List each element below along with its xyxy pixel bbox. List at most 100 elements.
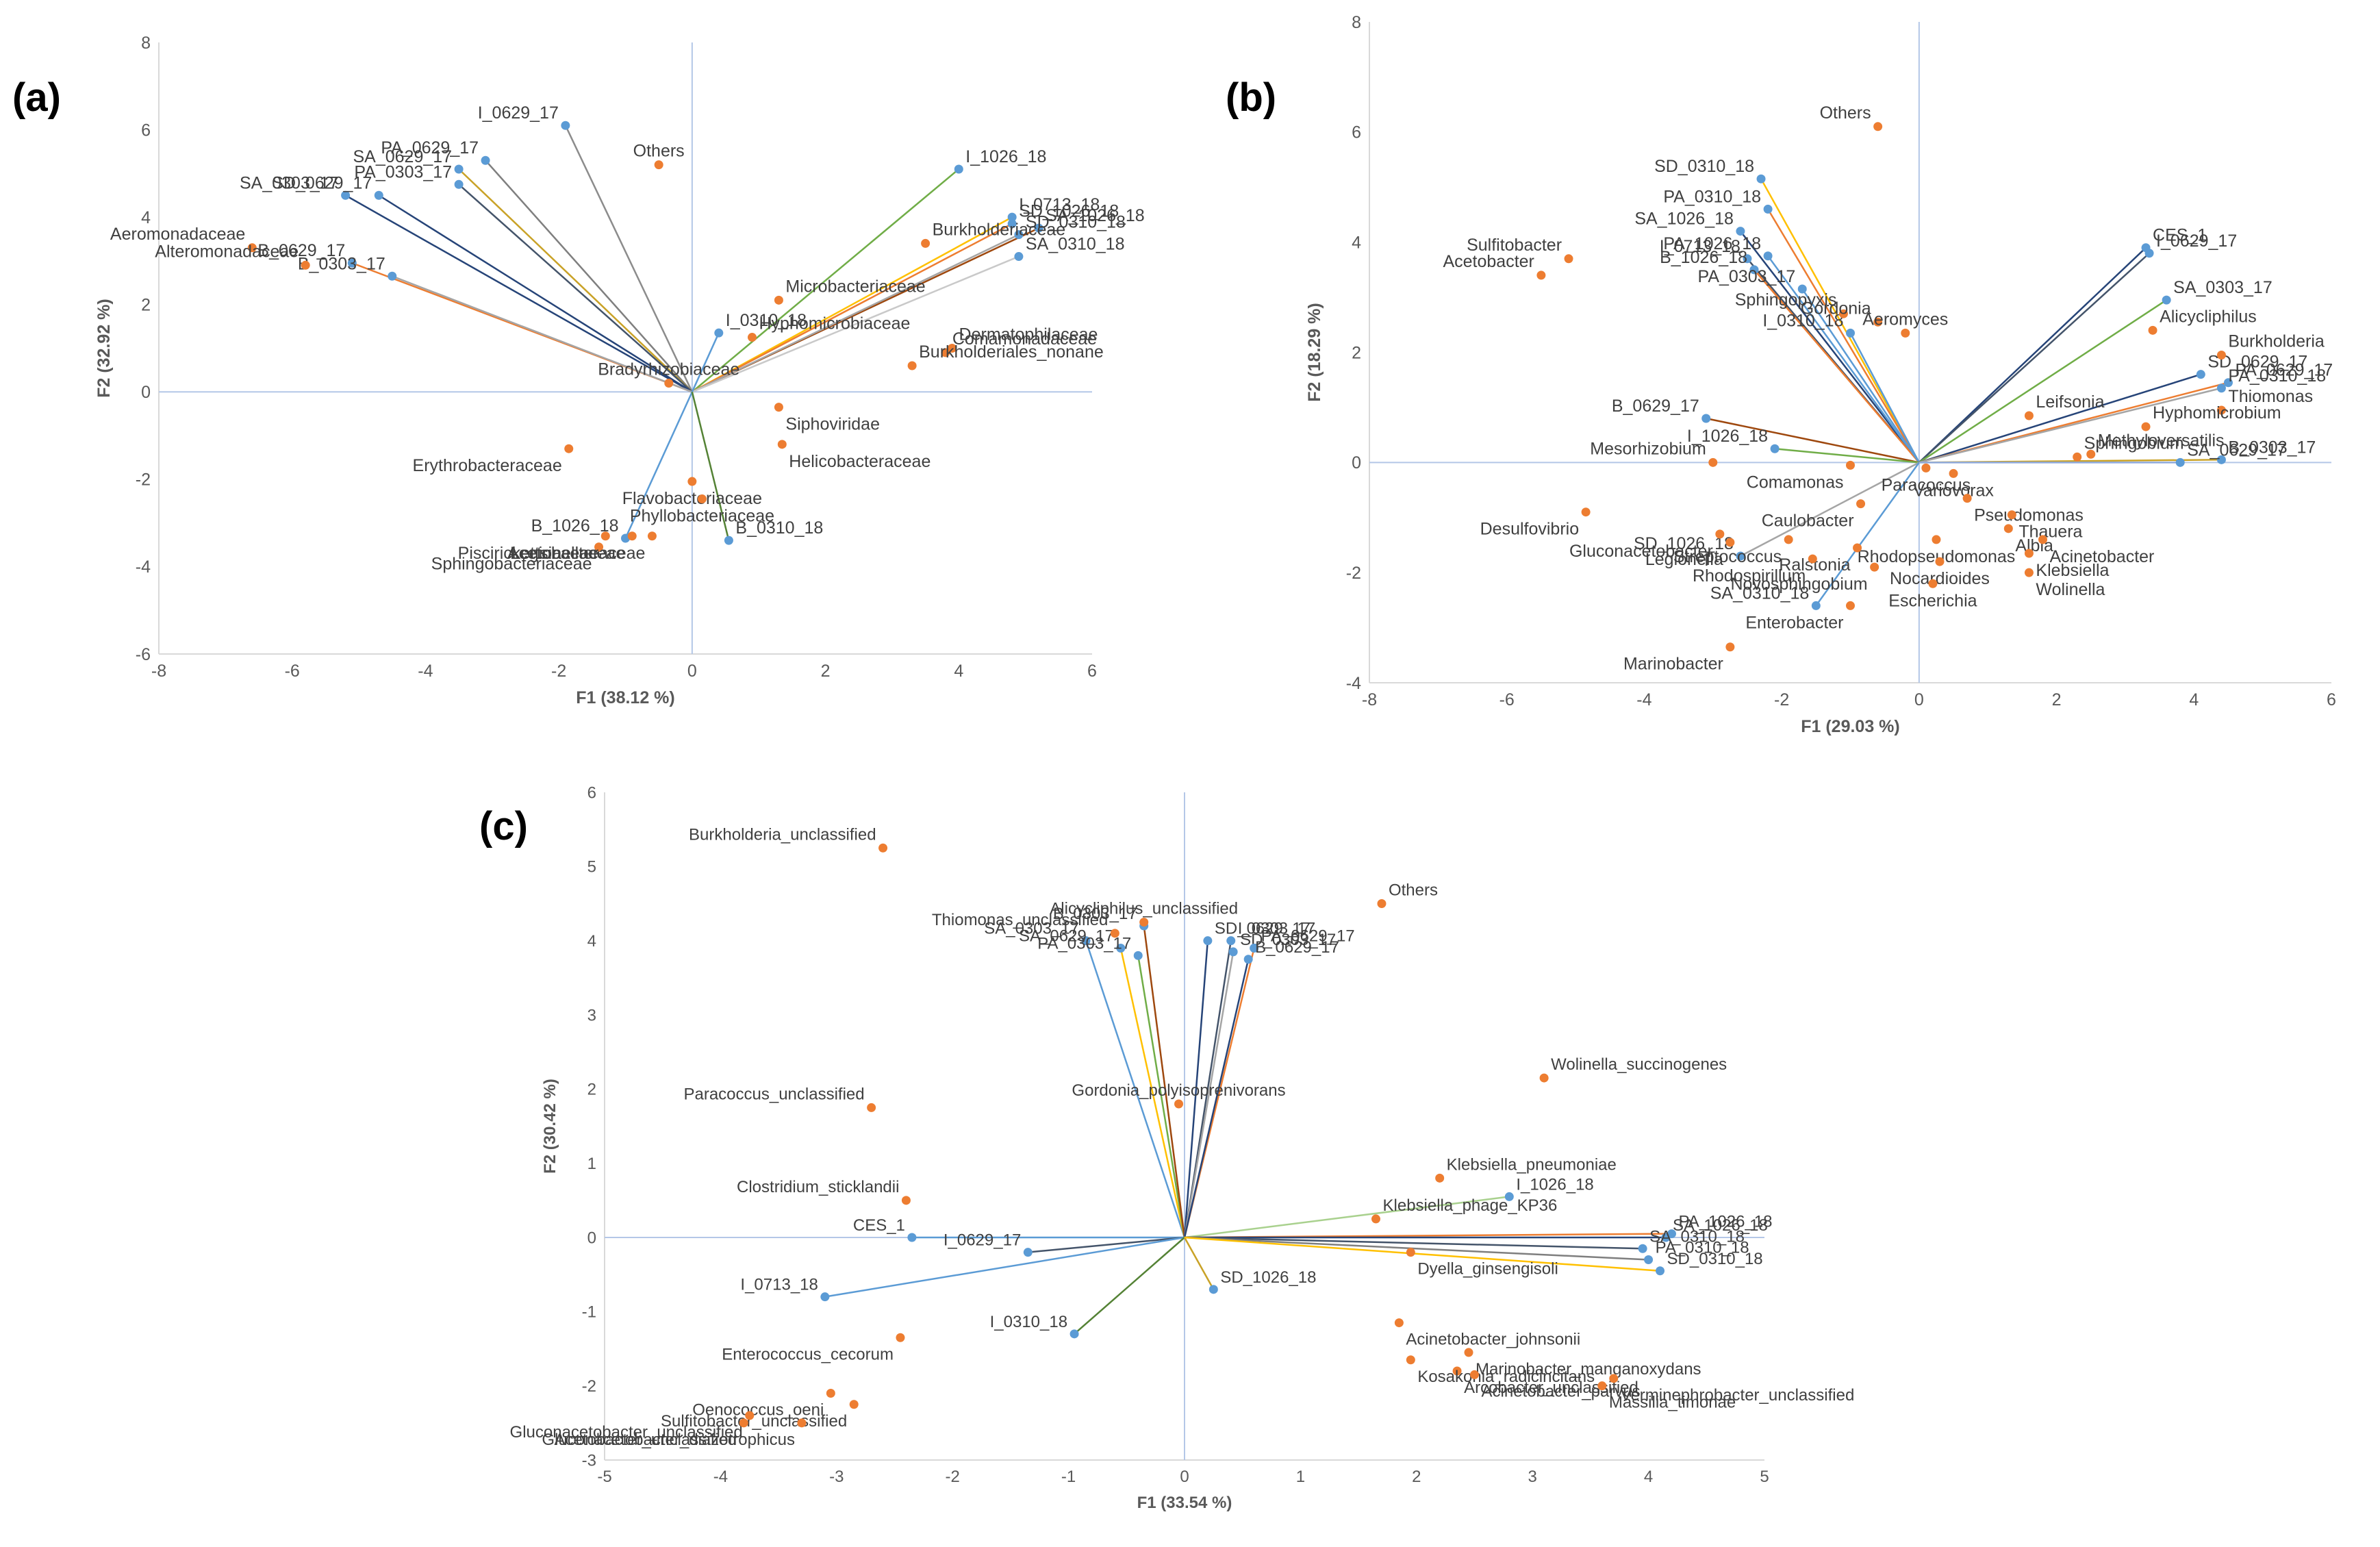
chart-1-sample-vector bbox=[1754, 269, 1920, 464]
chart-0-variable-point bbox=[921, 238, 931, 248]
chart-1-variable-label: Enterobacter bbox=[1745, 613, 1843, 632]
chart-0-sample-label: I_0629_17 bbox=[478, 103, 559, 123]
chart-2-sample-vector bbox=[1143, 925, 1186, 1238]
chart-1-variable-point bbox=[1784, 535, 1793, 544]
chart-0-variable-label: Legionellaceae bbox=[510, 544, 625, 563]
chart-0-variable-label: Sphingobacteriaceae bbox=[431, 555, 592, 574]
chart-1-sample-point bbox=[1763, 204, 1773, 214]
chart-2-y-tick-label: 2 bbox=[587, 1081, 596, 1099]
chart-0-variable-point bbox=[697, 494, 707, 504]
chart-1-variable-label: Burkholderia bbox=[2228, 332, 2324, 351]
chart-1-y-tick-label: 4 bbox=[1352, 233, 1361, 252]
chart-0-x-tick-label: 0 bbox=[687, 662, 697, 681]
panel-label-c: (c) bbox=[479, 804, 528, 848]
chart-2-variable-label: Paracoccus_unclassified bbox=[683, 1085, 864, 1103]
chart-1-sample-vector bbox=[1706, 417, 1920, 464]
chart-1-variable-label: Variovorax bbox=[1913, 481, 1994, 500]
chart-0-x-tick-label: -2 bbox=[551, 662, 566, 681]
chart-2-sample-point bbox=[1133, 951, 1143, 960]
chart-0-variable-point bbox=[654, 160, 663, 170]
chart-0-sample-point bbox=[561, 121, 570, 130]
chart-0-variable-label: Aeromonadaceae bbox=[110, 225, 245, 244]
chart-1-sample-label: PA_0303_17 bbox=[1698, 267, 1796, 286]
chart-1-sample-vector bbox=[1740, 462, 1920, 557]
chart-2-sample-point bbox=[1208, 1285, 1218, 1294]
chart-2-variable-label: Acinetobacter_johnsonii bbox=[1406, 1331, 1580, 1349]
chart-2-variable-label: Massilia_timonae bbox=[1609, 1394, 1736, 1412]
chart-0-sample-label: SA_0310_18 bbox=[1026, 235, 1125, 254]
chart-2-variable-point bbox=[1609, 1374, 1619, 1383]
chart-2-x-tick-label: 3 bbox=[1528, 1468, 1537, 1486]
chart-1-variable-label: Pseudomonas bbox=[1974, 506, 2084, 525]
chart-1-sample-point bbox=[1736, 227, 1745, 236]
chart-2-sample-vector bbox=[1085, 940, 1186, 1238]
chart-2-sample-label: I_0303_17 bbox=[1238, 920, 1315, 938]
chart-0-variable-label: Acetobacteraceae bbox=[507, 544, 646, 563]
chart-2-variable-label: Marinobacter_manganoxydans bbox=[1476, 1360, 1701, 1379]
chart-0-sample-vector bbox=[692, 216, 1013, 393]
chart-2-sample-vector bbox=[1028, 1236, 1185, 1253]
chart-1-variable-point bbox=[1725, 642, 1735, 652]
chart-0-sample-point bbox=[347, 258, 357, 268]
chart-1-variable-point bbox=[2086, 449, 2096, 459]
chart-1-y-tick-label: -4 bbox=[1346, 674, 1361, 693]
chart-1-x-tick-label: -6 bbox=[1499, 690, 1515, 709]
chart-0-variable-point bbox=[747, 333, 757, 342]
chart-2-y-tick-label: -2 bbox=[582, 1377, 596, 1396]
chart-2-sample-point bbox=[820, 1292, 830, 1302]
chart-0-variable-label: Others bbox=[633, 142, 685, 161]
chart-2-sample-point bbox=[1023, 1248, 1033, 1257]
chart-2-variable-point bbox=[1377, 899, 1387, 908]
chart-0-sample-label: B_0310_18 bbox=[735, 518, 823, 538]
chart-2-sample-point bbox=[1656, 1266, 1665, 1276]
chart-2-variable-point bbox=[1406, 1248, 1415, 1257]
chart-1-sample-label: I_0629_17 bbox=[2156, 231, 2237, 251]
chart-1-sample-label: PA_0310_18 bbox=[1663, 187, 1761, 206]
chart-0-sample-label: PA_0629_17 bbox=[381, 138, 479, 158]
chart-2-x-tick-label: -2 bbox=[946, 1468, 960, 1486]
chart-2-y-tick-label: 1 bbox=[587, 1155, 596, 1173]
chart-1-variable-label: Rhodospirillum bbox=[1693, 566, 1806, 586]
chart-2-variable-label: Acetobacter_unclassified bbox=[554, 1431, 737, 1449]
chart-2-sample-vector bbox=[1119, 948, 1186, 1238]
chart-2-sample-label: B_0303_17 bbox=[1053, 905, 1137, 923]
chart-0-sample-label: B_0629_17 bbox=[257, 241, 345, 260]
chart-0-variable-label: Helicobacteraceae bbox=[789, 452, 931, 471]
chart-0-y-tick-label: -6 bbox=[136, 645, 151, 664]
chart-2-sample-label: I_0713_18 bbox=[740, 1276, 818, 1294]
chart-0-y-tick-label: -2 bbox=[136, 470, 151, 490]
chart-2-variable-point bbox=[1539, 1073, 1549, 1083]
chart-1-variable-point bbox=[1870, 562, 1879, 572]
chart-2-variable-label: Gluconacetobacter_diazotrophicus bbox=[542, 1431, 795, 1449]
chart-2-x-tick-label: -5 bbox=[597, 1468, 611, 1486]
chart-2-variable-label: Wolinella_succinogenes bbox=[1551, 1055, 1727, 1074]
chart-0-sample-label: SD_0629_17 bbox=[272, 173, 372, 192]
chart-2-sample-label: PA_0629_17 bbox=[1261, 927, 1355, 946]
chart-1-x-tick-label: 6 bbox=[2327, 690, 2336, 709]
chart-2-sample-label: SD_0629_17 bbox=[1215, 920, 1311, 938]
chart-0-sample-vector bbox=[485, 160, 693, 393]
chart-2-y-tick-label: 3 bbox=[587, 1006, 596, 1024]
chart-0-variable-label: Siphoviridae bbox=[785, 415, 880, 434]
chart-2-x-tick-label: 4 bbox=[1644, 1468, 1653, 1486]
chart-0-variable-point bbox=[941, 348, 950, 357]
chart-1-variable-label: Desulfovibrio bbox=[1480, 520, 1580, 539]
chart-2-variable-label: Klebsiella_phage_KP36 bbox=[1383, 1196, 1558, 1215]
chart-2-variable-label: Oenococcus_oeni bbox=[692, 1401, 824, 1420]
chart-2-sample-vector bbox=[1183, 951, 1235, 1238]
chart-1-variable-point bbox=[2038, 535, 2047, 544]
chart-0-variable-point bbox=[777, 440, 787, 449]
chart-0-y-tick-label: -4 bbox=[136, 557, 151, 577]
chart-1-variable-point bbox=[1873, 317, 1883, 327]
chart-0-variable-label: Comamonadaceae bbox=[952, 329, 1097, 349]
chart-0-sample-point bbox=[1034, 223, 1043, 233]
chart-0-sample-point bbox=[341, 190, 351, 200]
chart-1-x-tick-label: 0 bbox=[1914, 690, 1924, 709]
chart-1-variable-label: Comamonas bbox=[1747, 473, 1844, 492]
chart-0-variable-point bbox=[301, 260, 310, 270]
chart-1-variable-point bbox=[2148, 325, 2157, 335]
chart-1-variable-label: Wolinella bbox=[2036, 580, 2105, 599]
chart-2-x-tick-label: -3 bbox=[829, 1468, 844, 1486]
